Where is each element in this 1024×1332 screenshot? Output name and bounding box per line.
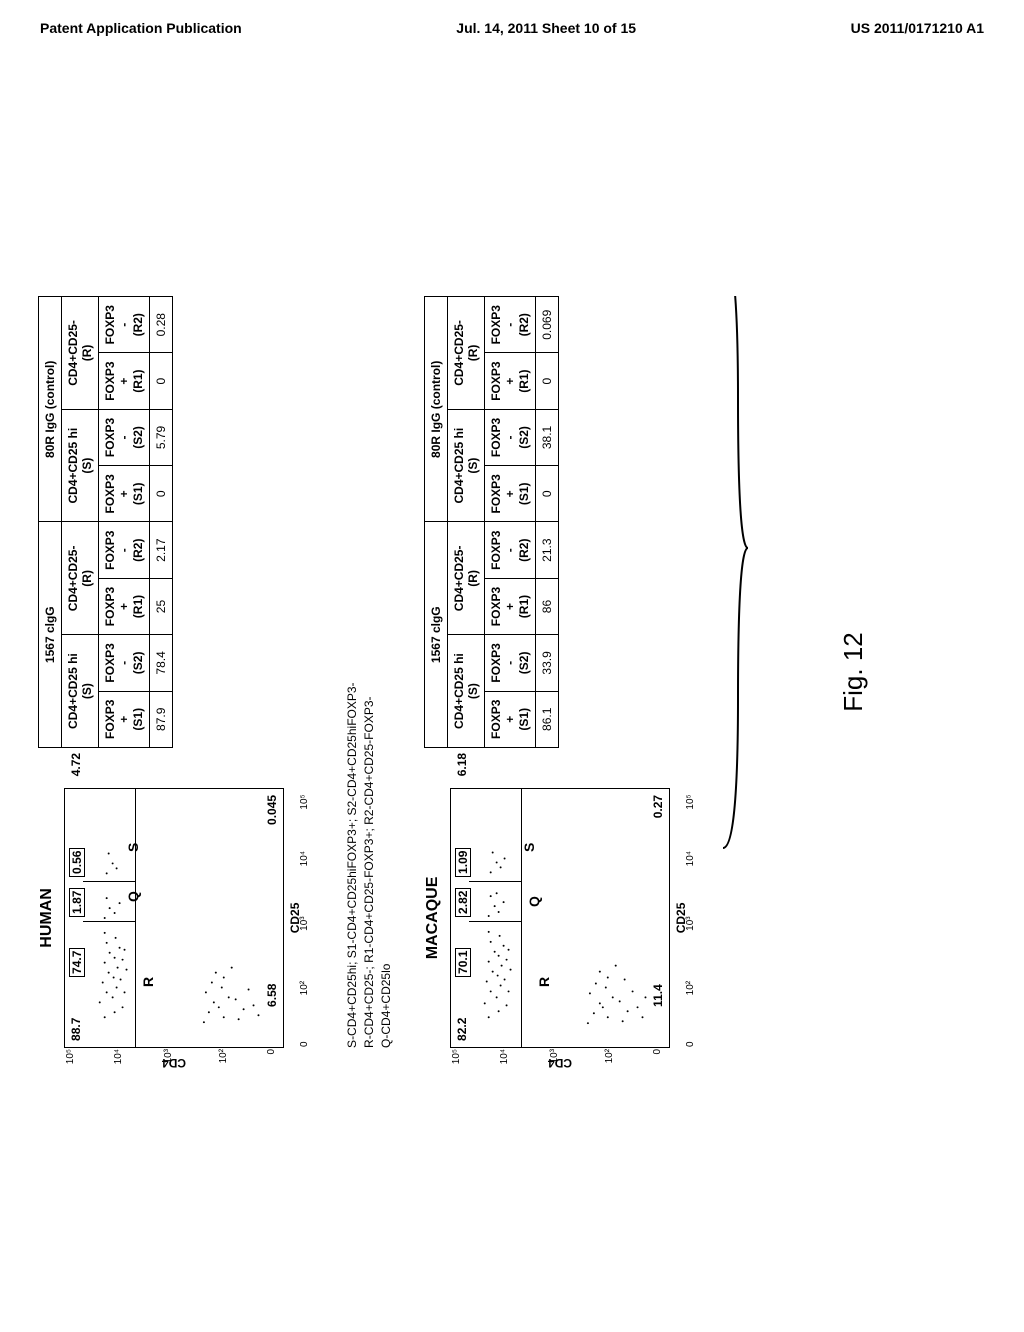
legend-line3: Q-CD4+CD25lo [378, 296, 395, 1048]
th-80r: 80R IgG (control) [39, 297, 62, 522]
macaque-plot-wrapper: MACAQUE CD4 82.2 70.1 2.82 1.09 6.18 11.… [424, 788, 688, 1048]
macaque-scatter: CD4 82.2 70.1 2.82 1.09 6.18 11.4 0.27 R… [450, 788, 670, 1048]
mth-1567: 1567 clgG [425, 522, 448, 747]
mv6: 0 [536, 353, 559, 409]
v0: 87.9 [150, 691, 173, 747]
macaque-table: 1567 clgG 80R IgG (control) CD4+CD25 hi … [424, 296, 559, 748]
sub0: FOXP3 + (S1) [99, 691, 150, 747]
mth-r: CD4+CD25- (R) [448, 522, 485, 635]
msub1: FOXP3 - (S2) [485, 635, 536, 691]
mth-r2: CD4+CD25- (R) [448, 297, 485, 410]
species-macaque: MACAQUE [424, 877, 442, 960]
v3: 2.17 [150, 522, 173, 578]
sub4: FOXP3 + (S1) [99, 466, 150, 522]
human-plot-wrapper: HUMAN CD4 88.7 74.7 1.87 0.56 4.72 6.58 … [38, 788, 302, 1048]
msub5: FOXP3 - (S2) [485, 409, 536, 465]
v7: 0.28 [150, 297, 173, 353]
v1: 78.4 [150, 635, 173, 691]
v2: 25 [150, 578, 173, 634]
human-scatter: CD4 88.7 74.7 1.87 0.56 4.72 6.58 0.045 … [64, 788, 284, 1048]
th-1567: 1567 clgG [39, 522, 62, 747]
mv1: 33.9 [536, 635, 559, 691]
th-s2: CD4+CD25 hi (S) [62, 409, 99, 522]
msub6: FOXP3 + (R1) [485, 353, 536, 409]
msub2: FOXP3 + (R1) [485, 578, 536, 634]
legend: S-CD4+CD25hi; S1-CD4+CD25hiFOXP3+; S2-CD… [344, 296, 394, 1048]
mth-80r: 80R IgG (control) [425, 297, 448, 522]
sub3: FOXP3 - (R2) [99, 522, 150, 578]
v5: 5.79 [150, 409, 173, 465]
mv2: 86 [536, 578, 559, 634]
figure-caption: Fig. 12 [838, 296, 869, 1048]
mv4: 0 [536, 466, 559, 522]
v6: 0 [150, 353, 173, 409]
msub7: FOXP3 - (R2) [485, 297, 536, 353]
legend-line2: R-CD4+CD25-; R1-CD4+CD25-FOXP3+; R2-CD4+… [361, 296, 378, 1048]
th-r2: CD4+CD25- (R) [62, 297, 99, 410]
sub7: FOXP3 - (R2) [99, 297, 150, 353]
msub4: FOXP3 + (S1) [485, 466, 536, 522]
scatter-dots-icon [65, 789, 283, 1047]
legend-line1: S-CD4+CD25hi; S1-CD4+CD25hiFOXP3+; S2-CD… [344, 296, 361, 1048]
mv5: 38.1 [536, 409, 559, 465]
scatter-dots-icon-m [451, 789, 669, 1047]
mv7: 0.069 [536, 297, 559, 353]
msub0: FOXP3 + (S1) [485, 691, 536, 747]
human-section: HUMAN CD4 88.7 74.7 1.87 0.56 4.72 6.58 … [38, 296, 302, 1048]
mv3: 21.3 [536, 522, 559, 578]
mth-s2: CD4+CD25 hi (S) [448, 409, 485, 522]
species-human: HUMAN [38, 888, 56, 948]
curly-bracket-icon [718, 296, 758, 1048]
th-r: CD4+CD25- (R) [62, 522, 99, 635]
figure-content: HUMAN CD4 88.7 74.7 1.87 0.56 4.72 6.58 … [0, 12, 1022, 1332]
v4: 0 [150, 466, 173, 522]
mv0: 86.1 [536, 691, 559, 747]
human-table: 1567 clgG 80R IgG (control) CD4+CD25 hi … [38, 296, 173, 748]
sub5: FOXP3 - (S2) [99, 409, 150, 465]
y-ticks-m: 10⁵ 10⁴ 10³ 10² 0 [451, 1049, 669, 1069]
sub2: FOXP3 + (R1) [99, 578, 150, 634]
mq-far-tr: 6.18 [455, 753, 469, 776]
q-far-tr: 4.72 [69, 753, 83, 776]
y-ticks: 10⁵ 10⁴ 10³ 10² 0 [65, 1049, 283, 1069]
bracket-wrapper [718, 296, 778, 1048]
sub6: FOXP3 + (R1) [99, 353, 150, 409]
msub3: FOXP3 - (R2) [485, 522, 536, 578]
sub1: FOXP3 - (S2) [99, 635, 150, 691]
macaque-section: MACAQUE CD4 82.2 70.1 2.82 1.09 6.18 11.… [424, 296, 688, 1048]
mth-s: CD4+CD25 hi (S) [448, 635, 485, 748]
th-s: CD4+CD25 hi (S) [62, 635, 99, 748]
figure-container: HUMAN CD4 88.7 74.7 1.87 0.56 4.72 6.58 … [38, 296, 869, 1048]
